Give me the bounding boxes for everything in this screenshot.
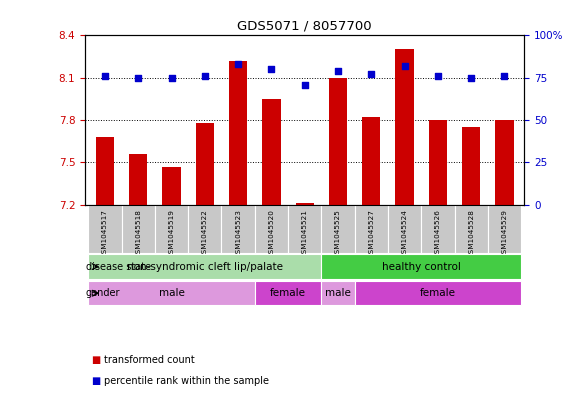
Bar: [88, 281, 255, 305]
Bar: [255, 205, 288, 253]
Text: GSM1045522: GSM1045522: [202, 209, 208, 257]
Text: GSM1045517: GSM1045517: [102, 209, 108, 257]
Bar: [229, 61, 247, 205]
Text: GSM1045523: GSM1045523: [235, 209, 241, 257]
Bar: [396, 50, 414, 205]
Bar: [88, 205, 121, 253]
Bar: [388, 205, 421, 253]
Point: [466, 75, 476, 81]
Text: female: female: [270, 288, 306, 298]
Bar: [188, 205, 222, 253]
Title: GDS5071 / 8057700: GDS5071 / 8057700: [237, 20, 372, 33]
Text: GSM1045519: GSM1045519: [169, 209, 175, 257]
Point: [433, 73, 442, 79]
Bar: [288, 205, 321, 253]
Bar: [455, 205, 488, 253]
Bar: [122, 205, 155, 253]
Text: non-syndromic cleft lip/palate: non-syndromic cleft lip/palate: [127, 262, 283, 272]
Text: male: male: [159, 288, 185, 298]
Bar: [196, 123, 214, 205]
Bar: [255, 281, 321, 305]
Text: GSM1045521: GSM1045521: [302, 209, 308, 257]
Point: [367, 71, 376, 77]
Bar: [155, 205, 188, 253]
Bar: [96, 137, 114, 205]
Text: male: male: [325, 288, 351, 298]
Bar: [329, 78, 347, 205]
Bar: [429, 120, 447, 205]
Point: [233, 61, 243, 67]
Text: GSM1045520: GSM1045520: [268, 209, 274, 257]
Point: [134, 75, 143, 81]
Bar: [263, 99, 281, 205]
Text: female: female: [420, 288, 456, 298]
Text: ■: ■: [91, 354, 100, 365]
Bar: [462, 127, 481, 205]
Bar: [495, 120, 514, 205]
Point: [500, 73, 509, 79]
Text: percentile rank within the sample: percentile rank within the sample: [104, 376, 269, 386]
Point: [400, 63, 409, 69]
Bar: [321, 254, 521, 279]
Text: GSM1045518: GSM1045518: [135, 209, 141, 257]
Text: gender: gender: [86, 288, 120, 298]
Text: GSM1045526: GSM1045526: [435, 209, 441, 257]
Text: GSM1045525: GSM1045525: [335, 209, 341, 257]
Bar: [321, 205, 355, 253]
Bar: [355, 205, 388, 253]
Text: healthy control: healthy control: [382, 262, 461, 272]
Text: GSM1045527: GSM1045527: [369, 209, 374, 257]
Text: ■: ■: [91, 376, 100, 386]
Bar: [362, 117, 380, 205]
Point: [100, 73, 110, 79]
Bar: [488, 205, 521, 253]
Bar: [222, 205, 255, 253]
Bar: [421, 205, 455, 253]
Bar: [88, 254, 321, 279]
Text: GSM1045528: GSM1045528: [468, 209, 474, 257]
Bar: [162, 167, 180, 205]
Point: [300, 81, 309, 88]
Bar: [295, 204, 314, 205]
Bar: [355, 281, 521, 305]
Text: disease state: disease state: [86, 262, 151, 272]
Point: [267, 66, 276, 72]
Bar: [321, 281, 355, 305]
Text: GSM1045529: GSM1045529: [502, 209, 507, 257]
Text: GSM1045524: GSM1045524: [401, 209, 408, 257]
Text: transformed count: transformed count: [104, 354, 195, 365]
Bar: [129, 154, 148, 205]
Point: [200, 73, 210, 79]
Point: [167, 75, 176, 81]
Point: [333, 68, 343, 74]
